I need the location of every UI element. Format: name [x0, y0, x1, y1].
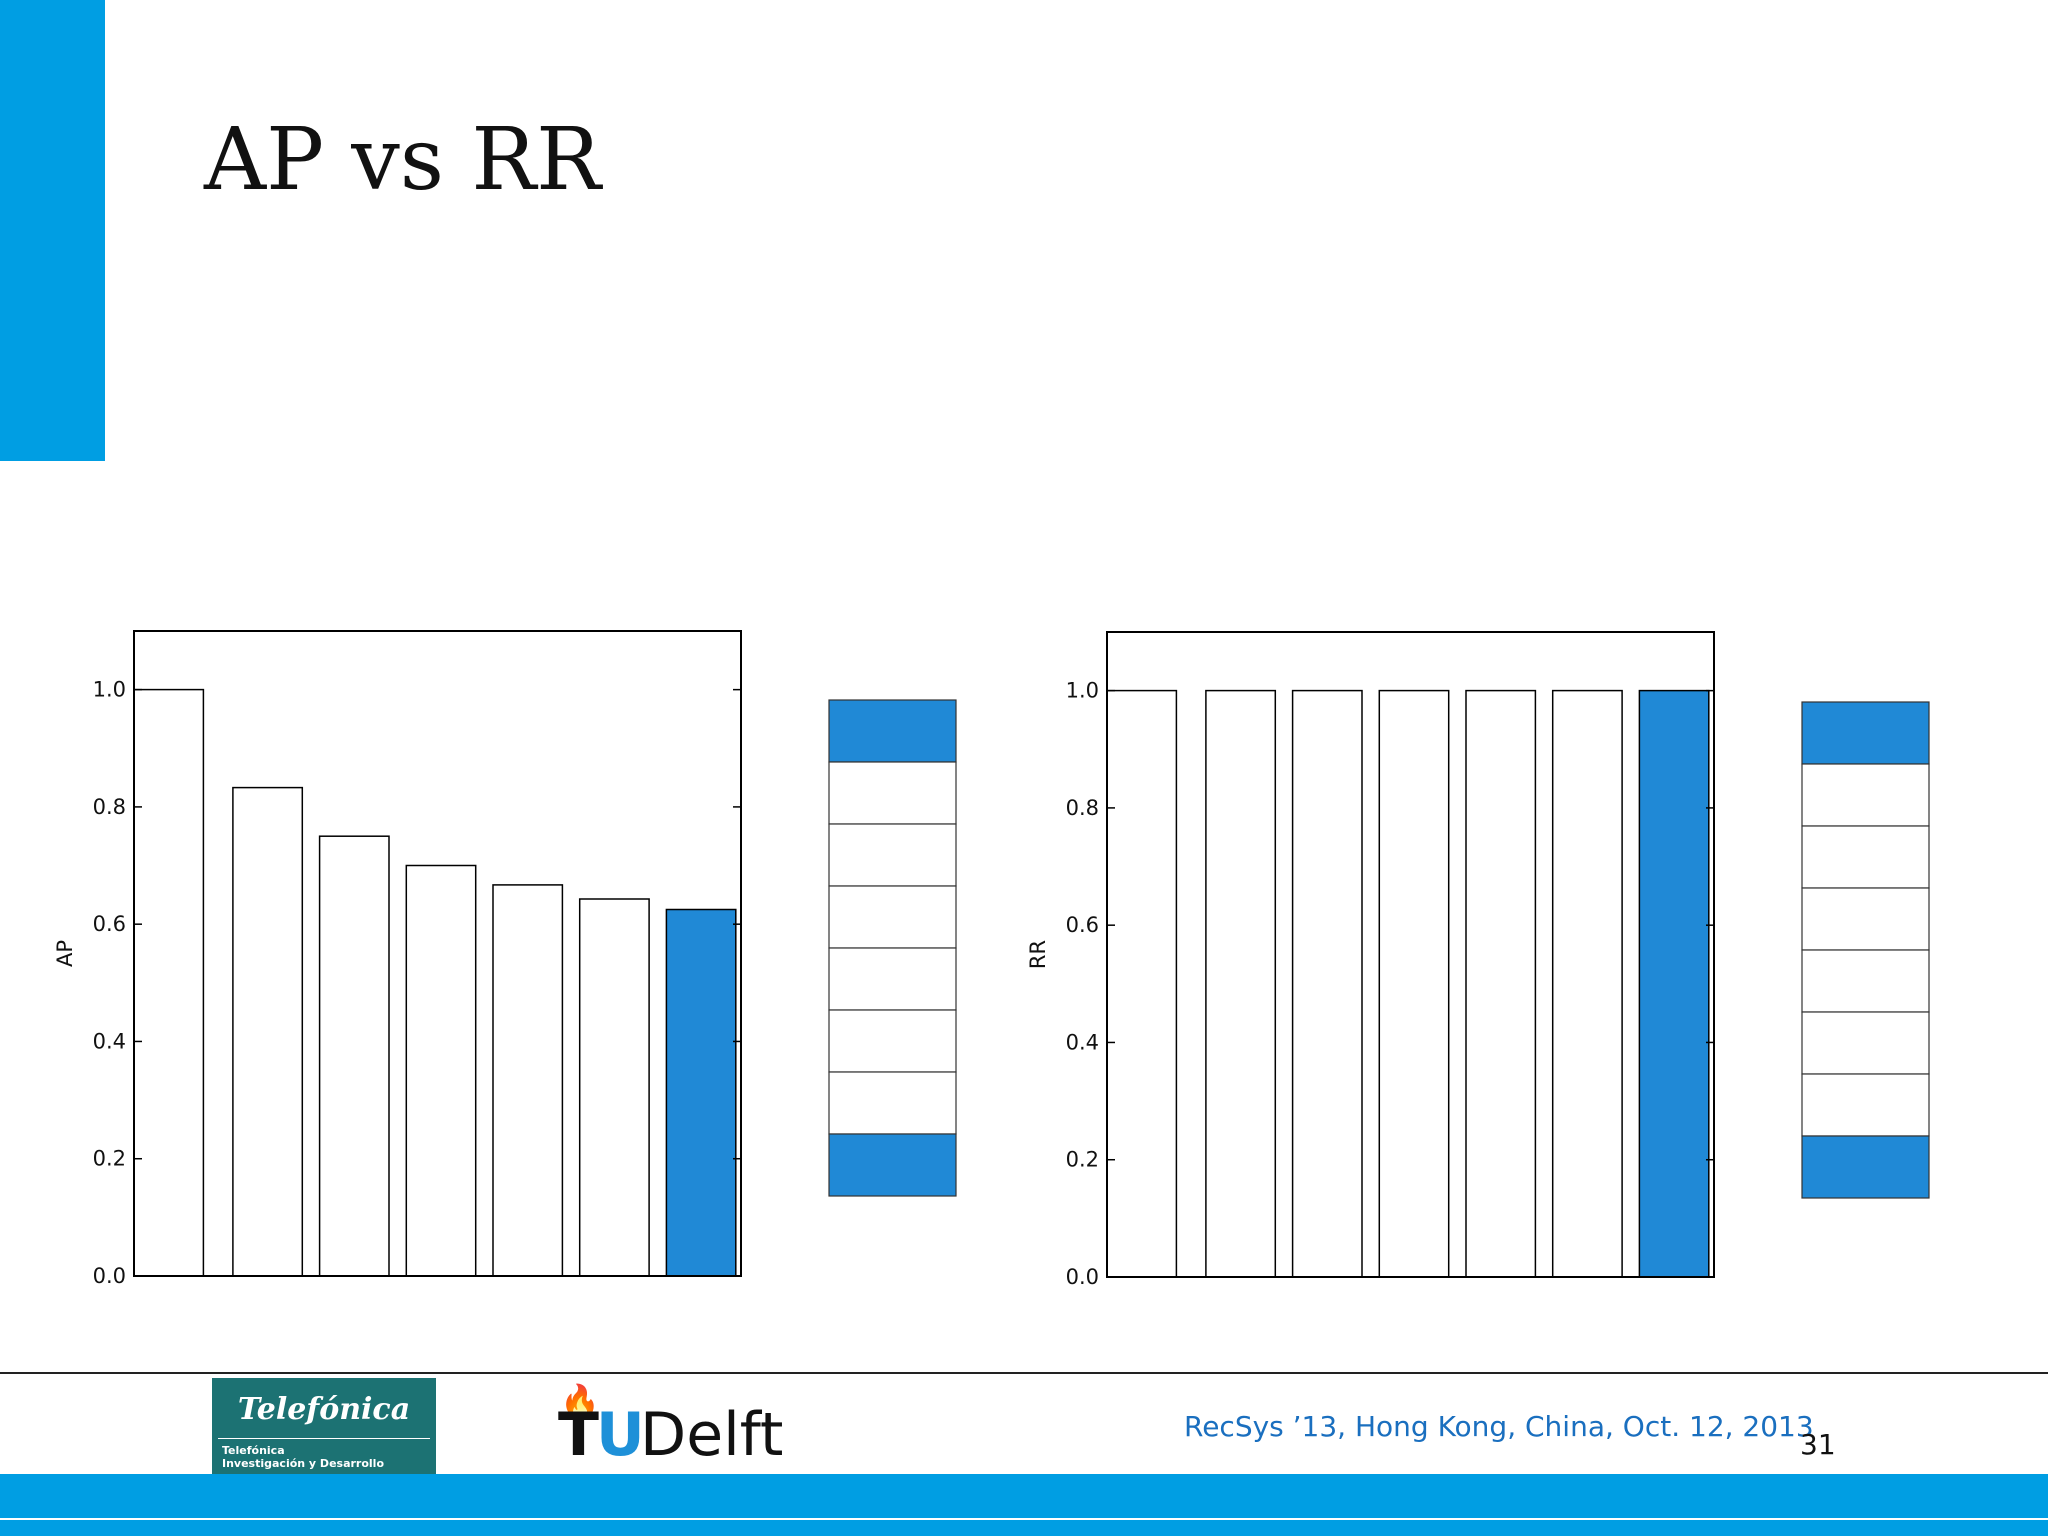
telefonica-logo-subtitle: Telefónica Investigación y Desarrollo [222, 1444, 385, 1470]
charts: 0.0 0.2 0.4 0.6 0.8 1.0 AP 0.0 0.2 0.4 0.6 0.8 1.0 RR [53, 630, 1930, 1289]
page-number: 31 [1800, 1428, 1836, 1461]
chart2-ytick-label-4: 0.8 [1066, 796, 1099, 820]
tudelft-logo: 🔥 T U Delft [556, 1378, 783, 1470]
flame-icon: 🔥 [560, 1382, 600, 1420]
chart2-ranking-cell-5 [1801, 949, 1930, 1013]
chart1-ranking-cell-6 [828, 1009, 957, 1073]
chart2-bar-7 [1638, 689, 1710, 1278]
chart2-bar-1 [1106, 689, 1178, 1278]
telefonica-logo: Telefónica Telefónica Investigación y De… [212, 1378, 436, 1474]
chart2-ranking-cell-2 [1801, 763, 1930, 827]
accent-bar [0, 0, 105, 461]
footer-conference: RecSys ’13, Hong Kong, China, Oct. 12, 2… [1184, 1410, 1814, 1443]
chart1-ytick-label-0: 0.0 [93, 1264, 126, 1288]
tudelft-logo-t: T [558, 1400, 599, 1470]
chart2-ylabel: RR [1026, 940, 1050, 969]
chart2-bar-4 [1378, 689, 1450, 1278]
chart1-bar-6 [578, 898, 650, 1277]
footer-band-line [0, 1518, 2048, 1520]
chart1-ytick-label-4: 0.8 [93, 795, 126, 819]
chart1-ranking-cell-7 [828, 1071, 957, 1135]
chart1-ranking-cell-3 [828, 823, 957, 887]
chart2-ytick-label-5: 1.0 [1066, 679, 1099, 703]
chart1-ytick-label-1: 0.2 [93, 1147, 126, 1171]
chart2-bar-2 [1205, 689, 1277, 1278]
chart1-ranking-cell-4 [828, 885, 957, 949]
chart1-bar-5 [492, 884, 564, 1277]
chart2-ranking-cell-4 [1801, 887, 1930, 951]
chart1-ranking-cell-1 [828, 699, 957, 763]
chart1-bar-3 [318, 835, 390, 1277]
chart1-ylabel: AP [53, 940, 77, 967]
chart1-bar-1 [133, 688, 205, 1277]
chart2-bar-5 [1465, 689, 1537, 1278]
tudelft-logo-u: U [596, 1400, 645, 1470]
chart1-ranking-cell-5 [828, 947, 957, 1011]
chart1-ytick-label-3: 0.6 [93, 912, 126, 936]
telefonica-logo-name: Telefónica [237, 1392, 411, 1427]
chart2-ranking-cell-3 [1801, 825, 1930, 889]
chart2-bar-3 [1291, 689, 1363, 1278]
chart2-ranking-cell-6 [1801, 1011, 1930, 1075]
chart2-ranking-cell-7 [1801, 1073, 1930, 1137]
chart1-ranking-cell-8 [828, 1133, 957, 1197]
chart2-bar-6 [1551, 689, 1623, 1278]
chart1-ytick-label-2: 0.4 [93, 1029, 126, 1053]
chart2-ytick-label-0: 0.0 [1066, 1265, 1099, 1289]
chart1-bar-2 [232, 786, 304, 1277]
chart1-ranking-cell-2 [828, 761, 957, 825]
chart1-axes-frame [133, 630, 742, 1277]
chart1-bar-7 [665, 908, 737, 1277]
chart2-ranking-cell-8 [1801, 1135, 1930, 1199]
footer-band [0, 1474, 2048, 1536]
slide-title: AP vs RR [204, 110, 601, 210]
chart2-ytick-label-2: 0.4 [1066, 1030, 1099, 1054]
chart2-ytick-label-1: 0.2 [1066, 1148, 1099, 1172]
chart2-ytick-label-3: 0.6 [1066, 913, 1099, 937]
chart2-ranking-cell-1 [1801, 701, 1930, 765]
chart1-bar-4 [405, 864, 477, 1277]
telefonica-logo-divider [218, 1438, 430, 1439]
tudelft-logo-delft: Delft [640, 1400, 784, 1470]
chart1-ytick-label-5: 1.0 [93, 678, 126, 702]
footer-divider [0, 1372, 2048, 1374]
chart2-axes-frame [1106, 631, 1715, 1278]
